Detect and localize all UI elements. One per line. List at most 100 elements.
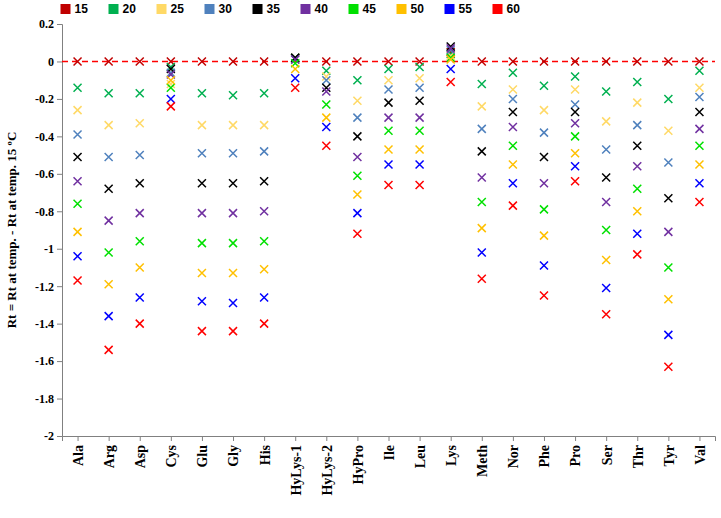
x-tick-mark	[544, 436, 545, 441]
data-point	[509, 179, 517, 187]
x-tick-mark	[451, 436, 452, 441]
legend-swatch	[493, 4, 503, 14]
data-point	[260, 147, 268, 155]
data-point	[571, 177, 579, 185]
data-point	[198, 209, 206, 217]
data-point	[229, 269, 237, 277]
data-point	[602, 174, 610, 182]
data-point	[416, 160, 424, 168]
x-tick-mark	[326, 436, 327, 441]
data-point	[198, 121, 206, 129]
x-tick-mark	[264, 436, 265, 441]
data-point	[416, 97, 424, 105]
legend-label: 15	[75, 2, 89, 16]
series	[74, 46, 704, 166]
data-point	[478, 57, 486, 65]
legend-label: 25	[171, 2, 185, 16]
data-point	[167, 95, 175, 103]
y-tick-label: 0.2	[39, 17, 54, 31]
plot-area: 0.20-0.2-0.4-0.6-0.8-1-1.2-1.4-1.6-1.8-2…	[35, 17, 716, 495]
legend-label: 35	[267, 2, 281, 16]
data-point	[385, 57, 393, 65]
y-tick: -1	[44, 242, 62, 256]
x-tick-label: Pro	[568, 445, 583, 467]
x-tick-label: HyLys-2	[320, 445, 335, 496]
x-tick-mark	[513, 436, 514, 441]
x-tick: Glu	[195, 436, 210, 468]
y-tick-mark	[57, 174, 62, 175]
data-point	[136, 57, 144, 65]
x-tick-mark	[637, 436, 638, 441]
marks	[62, 42, 715, 370]
y-tick-mark	[57, 24, 62, 25]
data-point	[260, 89, 268, 97]
data-point	[540, 179, 548, 187]
data-point	[136, 320, 144, 328]
data-point	[260, 177, 268, 185]
series	[74, 50, 704, 103]
data-point	[695, 93, 703, 101]
x-tick: Ser	[600, 436, 615, 465]
data-point	[198, 327, 206, 335]
y-tick: -1.6	[35, 354, 62, 368]
y-tick-mark	[57, 136, 62, 137]
legend-swatch	[349, 4, 359, 14]
data-point	[633, 162, 641, 170]
data-point	[260, 237, 268, 245]
data-point	[695, 57, 703, 65]
data-point	[198, 149, 206, 157]
data-point	[136, 293, 144, 301]
data-point	[664, 363, 672, 371]
data-point	[602, 226, 610, 234]
data-point	[633, 230, 641, 238]
data-point	[633, 57, 641, 65]
data-point	[229, 209, 237, 217]
data-point	[571, 132, 579, 140]
data-point	[74, 228, 82, 236]
data-point	[260, 265, 268, 273]
data-point	[478, 174, 486, 182]
data-point	[664, 57, 672, 65]
x-tick: Pro	[568, 436, 583, 467]
y-tick-mark	[57, 399, 62, 400]
data-point	[385, 127, 393, 135]
data-point	[260, 57, 268, 65]
x-tick-label: Leu	[413, 445, 428, 469]
data-point	[229, 327, 237, 335]
legend-item: 45	[349, 2, 377, 16]
data-point	[291, 65, 299, 73]
x-tick: Meth	[475, 436, 490, 477]
legend-item: 60	[493, 2, 521, 16]
y-tick-mark	[57, 286, 62, 287]
data-point	[664, 194, 672, 202]
data-point	[509, 160, 517, 168]
data-point	[136, 89, 144, 97]
data-point	[322, 101, 330, 109]
y-tick-label: -1.8	[35, 392, 54, 406]
legend-swatch	[61, 4, 71, 14]
data-point	[322, 123, 330, 131]
data-point	[105, 185, 113, 193]
data-point	[509, 86, 517, 94]
data-point	[602, 284, 610, 292]
data-point	[509, 108, 517, 116]
data-point	[322, 87, 330, 95]
x-tick-mark	[140, 436, 141, 441]
data-point	[105, 280, 113, 288]
data-point	[322, 57, 330, 65]
x-tick-label: Glu	[195, 445, 210, 468]
data-point	[136, 263, 144, 271]
data-point	[571, 162, 579, 170]
data-point	[571, 86, 579, 94]
data-point	[602, 57, 610, 65]
x-tick-label: HyLys-1	[289, 445, 304, 496]
data-point	[416, 127, 424, 135]
y-tick-label: -0.6	[35, 167, 54, 181]
data-point	[664, 159, 672, 167]
x-tick: Leu	[413, 436, 428, 468]
y-axis-title: Rt = Rt at temp. - Rt at temp. 15 ºC	[4, 132, 19, 329]
data-point	[602, 117, 610, 125]
x-tick: Nor	[506, 436, 521, 468]
data-point	[74, 252, 82, 260]
data-point	[695, 67, 703, 75]
